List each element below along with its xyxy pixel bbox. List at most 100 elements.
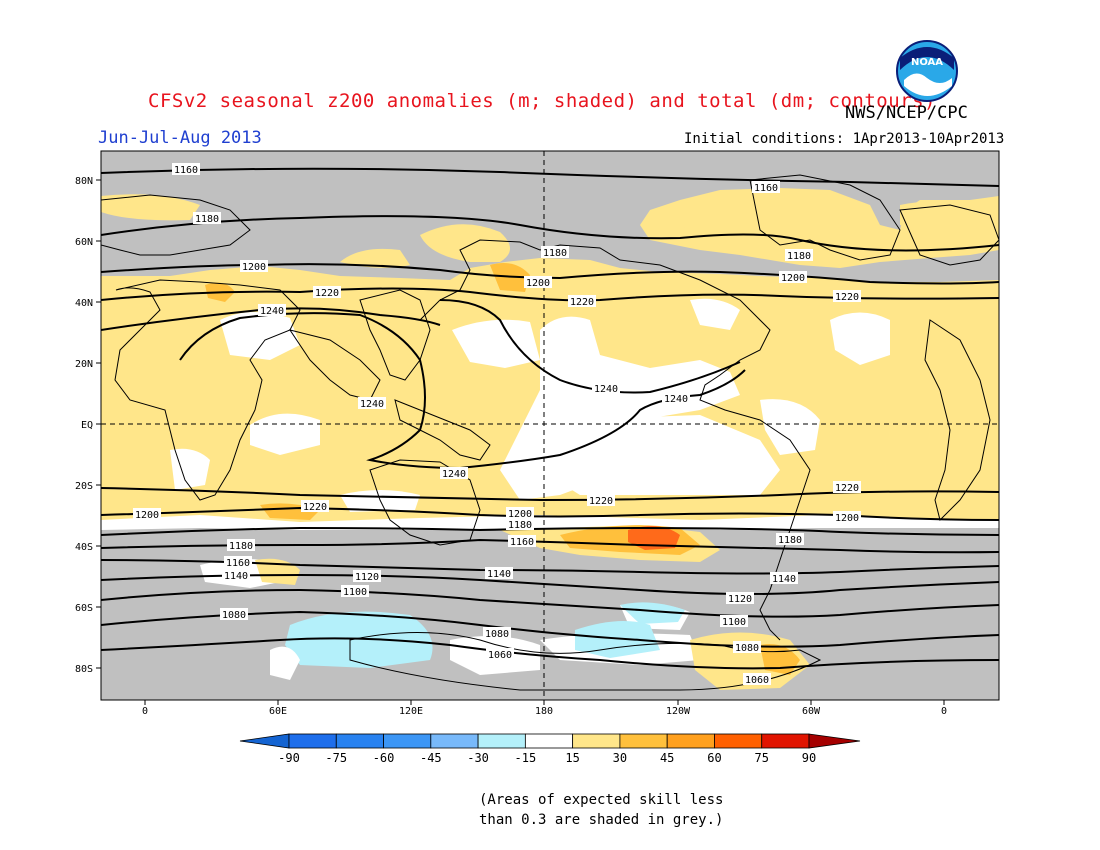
colorbar-tick-label: -60 [373,751,395,765]
contour-label-text: 1080 [485,629,509,640]
lon-label: 0 [142,706,148,717]
contour-label-text: 1180 [195,214,219,225]
contour-label-text: 1060 [745,675,769,686]
contour-label-text: 1220 [303,502,327,513]
contour-label-text: 1240 [664,394,688,405]
initial-conditions-label: Initial conditions: 1Apr2013-10Apr2013 [684,131,1005,147]
contour-label-text: 1220 [835,292,859,303]
lat-tick: 40S [75,542,101,553]
lat-label: 20N [75,359,93,370]
lat-label: EQ [81,420,93,431]
contour-label-text: 1240 [360,399,384,410]
map-title: CFSv2 seasonal z200 anomalies (m; shaded… [148,90,936,112]
colorbar-box [572,733,621,749]
contour-label-text: 1240 [594,384,618,395]
contour-label-2: 1160 [752,181,780,194]
colorbar-tick-label: 15 [565,751,579,765]
colorbar-box [524,733,574,749]
lat-label: 20S [75,481,93,492]
lon-label: 60E [269,706,287,717]
grey-mask-north-gap4 [101,194,200,221]
lat-tick: 60N [75,237,101,248]
lon-label: 120W [666,706,691,717]
colorbar-tick-label: -90 [278,751,300,765]
season-label: Jun-Jul-Aug 2013 [98,128,262,148]
lat-axis: 80N 60N 40N 20N EQ 20S 40S 60S 80S [75,176,101,675]
contour-label-text: 1100 [343,587,367,598]
colorbar-box [288,733,337,749]
contour-label-text: 1080 [222,610,246,621]
contour-label-text: 1180 [543,248,567,259]
colorbar-tick-label: -30 [467,751,489,765]
lat-label: 80S [75,664,93,675]
contour-label-text: 1200 [508,509,532,520]
lon-label: 120E [399,706,423,717]
colorbar-box [761,733,810,749]
lon-tick: 60E [269,700,287,717]
contour-label-text: 1220 [589,496,613,507]
lon-label: 180 [535,706,553,717]
contour-label-text: 1180 [787,251,811,262]
colorbar-tick-label: 30 [613,751,627,765]
contour-label-text: 1220 [835,483,859,494]
neutral-patch-atlantic [690,298,740,330]
map-frame [100,150,1000,701]
colorbar-tick-label: -75 [325,751,347,765]
colorbar-box [430,733,479,749]
colorbar-box [666,733,715,749]
contour-label-text: 1200 [835,513,859,524]
contour-label-text: 1140 [772,574,796,585]
lon-label: 60W [802,706,821,717]
colorbar-tick-label: -15 [515,751,537,765]
contour-label-text: 1060 [488,650,512,661]
lon-tick: 180 [535,700,553,717]
grey-mask-north-gap2 [340,248,410,268]
lat-label: 40N [75,298,93,309]
contour-label-text: 1200 [135,510,159,521]
contour-label-text: 1220 [315,288,339,299]
contour-label-text: 1160 [510,537,534,548]
neutral-patch-pacific3 [540,415,780,495]
lon-tick: 60W [802,700,821,717]
grey-mask-north-gap [420,224,510,262]
contour-label-1: 1160 [172,163,200,176]
lat-tick: 20S [75,481,101,492]
lon-label: 0 [941,706,947,717]
contour-label-text: 1160 [754,183,778,194]
grey-mask-north-gap3 [650,218,720,248]
lat-label: 40S [75,542,93,553]
map-plot-area: 1160 1160 1180 1180 1180 1200 1200 1200 … [101,151,999,700]
neg-patch-south2 [575,621,660,658]
lat-tick: 80S [75,664,101,675]
neutral-patch-south5 [270,646,300,680]
neutral-patch-natl [830,312,890,365]
lat-tick: 80N [75,176,101,187]
colorbar-tick-label: 90 [802,751,816,765]
lon-tick: 120E [399,700,423,717]
colorbar-box [335,733,384,749]
contour-label-text: 1180 [508,520,532,531]
lat-tick: 20N [75,359,101,370]
organization-label: NWS/NCEP/CPC [845,103,968,123]
colorbar-left-triangle [239,733,290,749]
contour-label-text: 1180 [229,541,253,552]
neutral-patch-samerica [760,399,820,455]
neg-patch-south3 [620,602,685,624]
contour-label-text: 1200 [781,273,805,284]
lat-tick: 40N [75,298,101,309]
contour-label-group: 1160 1160 1180 1180 1180 1200 1200 1200 … [133,163,861,686]
contour-label-text: 1200 [526,278,550,289]
colorbar-box [714,733,763,749]
contour-label-text: 1140 [224,571,248,582]
contour-label-text: 1220 [570,297,594,308]
pos-patch-south-pac-red [628,526,680,550]
neutral-patch-africa2 [170,448,210,490]
colorbar-right-triangle [808,733,861,749]
neutral-patch-india [220,311,300,360]
contour-label-text: 1120 [355,572,379,583]
contour-label-text: 1080 [735,643,759,654]
lat-label: 60S [75,603,93,614]
neutral-patch-sh-band [101,515,999,530]
contour-label-text: 1120 [728,594,752,605]
